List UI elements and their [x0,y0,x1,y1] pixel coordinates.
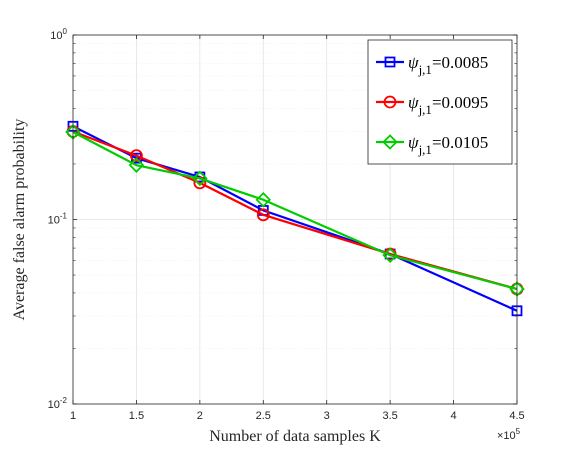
data-point-diamond [192,170,208,187]
legend-label: ψj,1=0.0085 [408,53,488,77]
x-tick-label: 2 [197,410,203,422]
data-point-diamond [382,134,398,150]
series-3 [65,124,525,297]
data-point-square [384,56,396,68]
x-tick-label: 1.5 [129,410,144,422]
y-axis-label: Average false alarm probability [11,119,28,321]
data-point-diamond [255,191,272,208]
x-tick-label: 4.5 [509,410,524,422]
x-tick-label: 3 [324,410,330,422]
x-tick-label: 1 [70,410,76,422]
legend-entry: ψj,1=0.0085 [376,53,488,77]
data-point-diamond [382,247,398,264]
ticks: 1 1.5 2 2.5 3 3.5 4 4.5 100 10-1 10-2 [48,27,525,422]
y-tick-label: 10-1 [48,212,68,227]
data-point-circle [383,95,397,109]
series-line [72,125,518,312]
legend: ψj,1=0.0085 ψj,1=0.0095 ψj,1=0.0105 [367,39,513,165]
y-tick-label: 100 [50,27,67,42]
x-axis-multiplier-base: ×10 [497,430,516,442]
legend-entry: ψj,1=0.0105 [376,133,488,157]
data-point-circle [130,149,143,162]
legend-label: ψj,1=0.0105 [408,133,488,157]
legend-label: ψj,1=0.0095 [408,93,488,117]
data-point-diamond [128,157,145,173]
series-layer [65,120,525,317]
x-tick-label: 3.5 [382,410,397,422]
y-tick-label: 10-2 [48,396,68,411]
x-axis-label: Number of data samples K [209,428,381,445]
x-tick-label: 4 [451,410,457,422]
x-axis-multiplier-exponent: 5 [516,427,521,436]
legend-entry: ψj,1=0.0095 [376,93,488,117]
series-line [72,131,518,291]
x-axis-multiplier: ×105 [497,427,521,442]
data-point-circle [256,208,270,222]
x-tick-label: 2.5 [256,410,271,422]
